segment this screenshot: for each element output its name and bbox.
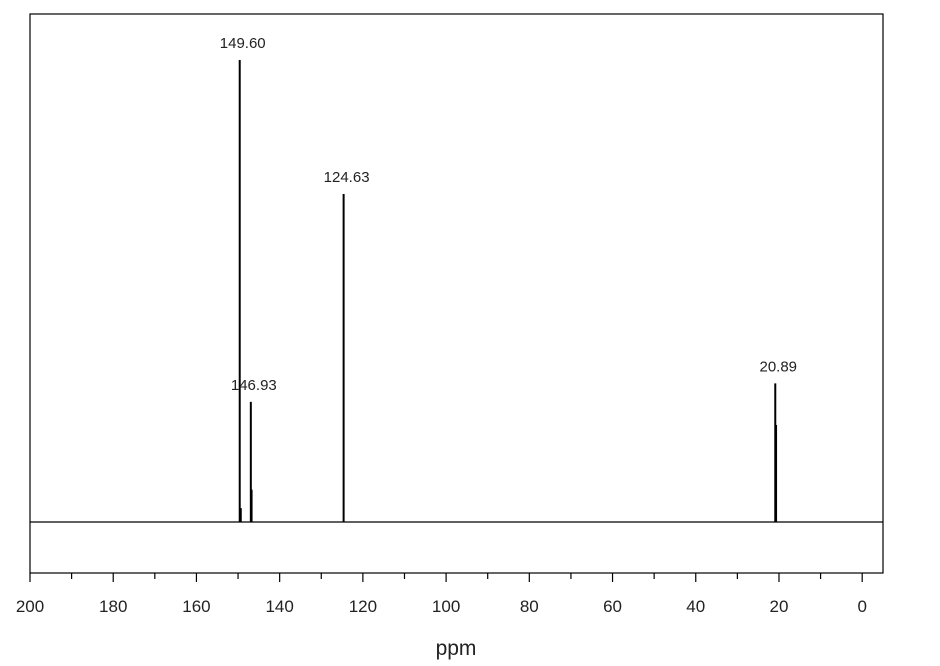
x-tick-label: 40 [686,597,705,616]
x-axis-title: ppm [436,637,477,660]
x-tick-label: 140 [265,597,293,616]
peak-label: 149.60 [220,35,266,52]
peaks-group [238,60,778,522]
x-tick-label: 160 [182,597,210,616]
x-tick-label: 120 [349,597,377,616]
peak-label: 146.93 [231,377,277,394]
plot-frame [29,13,884,574]
x-tick-label: 80 [520,597,539,616]
x-tick-label: 100 [432,597,460,616]
peak-label: 20.89 [759,358,797,375]
x-tick-label: 20 [770,597,789,616]
x-tick-label: 0 [857,597,866,616]
peak-label: 124.63 [324,169,370,186]
x-tick-label: 200 [16,597,44,616]
x-tick-label: 180 [99,597,127,616]
x-axis-ticks [29,573,863,582]
x-axis-tick-labels: 200 180 160 140 120 100 80 60 40 20 0 [16,597,867,616]
x-tick-label: 60 [603,597,622,616]
peak-labels-group: 149.60 146.93 124.63 20.89 [220,35,797,394]
